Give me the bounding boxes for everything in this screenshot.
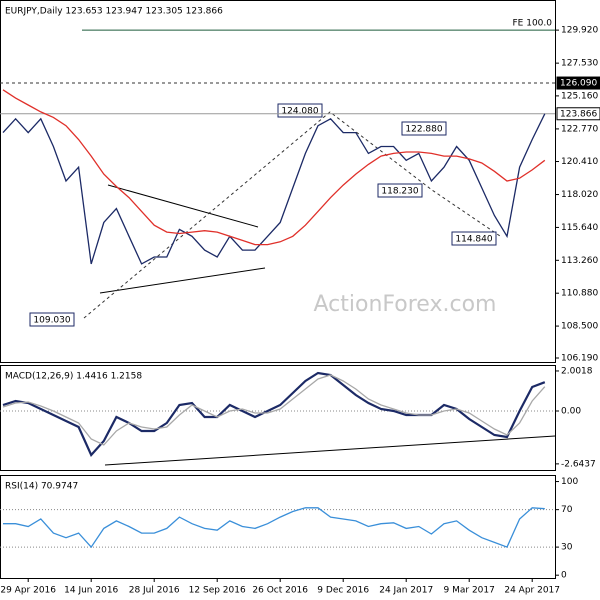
y-tick-label: 113.260 [561,256,598,266]
triangle-lower [99,267,266,294]
x-tick-label: 24 Apr 2017 [504,586,560,596]
panel-title: EURJPY,Daily 123.653 123.947 123.305 123… [5,7,223,17]
panel-frame [0,475,556,579]
x-tick-label: 14 Jun 2016 [64,586,118,596]
panel-title: RSI(14) 70.9747 [5,482,78,492]
panel-title: MACD(12,26,9) 1.4416 1.2158 [5,372,142,382]
watermark: ActionForex.com [314,292,497,317]
y-tick-label: 100 [561,477,578,487]
layout: ActionForex.com 124.080 122.880 118.230 … [29,103,556,466]
x-tick-label: 28 Jul 2016 [129,586,180,596]
y-tick-label: 122.770 [561,124,598,134]
y-tick-label: 0.00 [561,407,581,417]
series-line [2,89,546,246]
macd-trendline [104,435,556,466]
annotation: 118.230 [381,187,418,197]
series-line [2,113,546,265]
level-tag [556,76,600,90]
annotation: 122.880 [405,125,442,135]
x-tick-label: 9 Mar 2017 [444,586,495,596]
panel-frame [0,365,556,471]
y-tick-label: 110.880 [561,289,598,299]
series-line [3,507,545,549]
wave-dash [83,111,501,319]
annotation: 114.840 [455,235,492,245]
triangle-upper [107,184,259,228]
annotation-box [29,312,75,327]
annotation-box [451,231,497,246]
annotation: 109.030 [33,316,70,326]
annotation-box [377,183,423,198]
y-tick-label: 0 [561,571,567,581]
y-tick-label: 30 [561,543,573,553]
y-tick-label: 2.0018 [561,366,593,376]
level-label: 126.090 [560,79,597,89]
x-tick-label: 26 Oct 2016 [252,586,308,596]
y-tick-label: 115.640 [561,223,598,233]
annotation: 124.080 [281,107,318,117]
y-tick-label: -2.6437 [561,459,596,469]
panel-frame [0,0,556,363]
fe-label: FE 100.0 [513,19,553,29]
y-tick-label: 108.500 [561,322,598,332]
x-tick-label: 29 Apr 2016 [0,586,56,596]
series-line [2,374,546,446]
x-tick-label: 24 Jan 2017 [379,586,433,596]
series-line [2,371,546,457]
y-tick-label: 129.920 [561,26,598,36]
y-tick-label: 120.410 [561,157,598,167]
y-tick-label: 127.530 [561,59,598,69]
y-tick-label: 125.160 [561,91,598,101]
y-tick-label: 118.020 [561,190,598,200]
x-tick-label: 9 Dec 2016 [317,586,369,596]
level-tag [556,107,600,121]
y-tick-label: 106.190 [561,353,598,363]
y-tick-label: 70 [561,505,573,515]
level-label: 123.866 [560,109,597,119]
x-tick-label: 12 Sep 2016 [189,586,246,596]
annotation-box [401,121,447,136]
